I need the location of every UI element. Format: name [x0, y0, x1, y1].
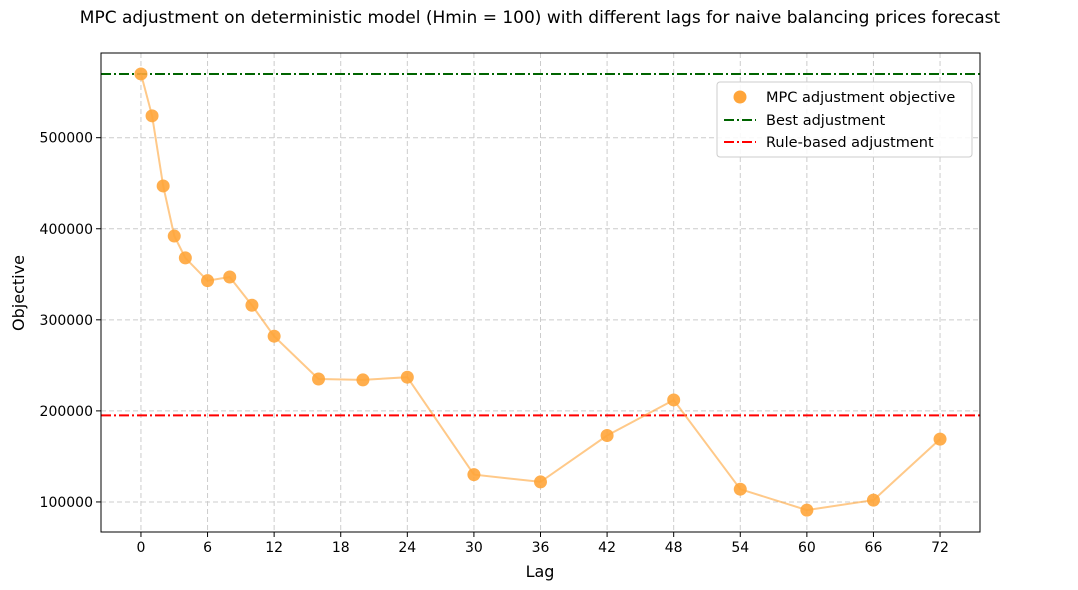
data-point	[400, 370, 414, 384]
legend-box	[716, 81, 973, 158]
x-tick-label: 6	[203, 540, 212, 556]
legend-label-mpc: MPC adjustment objective	[766, 90, 955, 106]
data-point	[356, 373, 370, 387]
legend-label-best: Best adjustment	[766, 113, 886, 129]
data-point	[933, 432, 947, 446]
data-point	[667, 393, 681, 407]
y-tick-label: 400000	[40, 222, 93, 238]
x-tick-label: 60	[798, 540, 816, 556]
data-point	[223, 270, 237, 284]
legend-entry-best: Best adjustment	[724, 113, 886, 129]
data-point	[733, 482, 747, 496]
data-point	[800, 503, 814, 517]
x-tick-label: 48	[665, 540, 683, 556]
y-tick-label: 500000	[40, 131, 93, 147]
x-tick-label: 66	[865, 540, 883, 556]
x-tick-label: 12	[265, 540, 283, 556]
data-point	[467, 468, 481, 482]
data-point	[156, 179, 170, 193]
y-axis: 100000 200000 300000 400000 500000	[40, 131, 101, 511]
data-point	[178, 251, 192, 265]
reference-lines	[101, 72, 980, 417]
x-tick-label: 30	[465, 540, 483, 556]
data-point	[201, 274, 215, 288]
data-point	[134, 67, 148, 81]
legend-entry-mpc: MPC adjustment objective	[733, 90, 955, 106]
chart-title: MPC adjustment on deterministic model (H…	[80, 8, 1001, 28]
data-point	[866, 493, 880, 507]
data-point	[312, 372, 326, 386]
legend-label-rule-based: Rule-based adjustment	[766, 135, 934, 151]
x-axis-label: Lag	[526, 562, 555, 581]
legend-marker-mpc	[733, 90, 747, 104]
y-axis-label: Objective	[9, 255, 28, 331]
x-tick-label: 72	[931, 540, 949, 556]
data-point	[267, 329, 281, 343]
legend: MPC adjustment objective Best adjustment…	[716, 81, 973, 158]
x-tick-label: 24	[398, 540, 416, 556]
y-tick-label: 100000	[40, 495, 93, 511]
data-point	[245, 298, 259, 312]
x-tick-label: 36	[532, 540, 550, 556]
data-point	[600, 428, 614, 442]
x-tick-label: 0	[136, 540, 145, 556]
series-layer	[134, 67, 947, 517]
legend-entry-rule-based: Rule-based adjustment	[724, 135, 934, 151]
data-point	[167, 229, 181, 243]
x-axis: 0 6 12 18 24 30 36 42 48 54 60 66 72	[136, 532, 949, 556]
data-point	[145, 109, 159, 123]
x-tick-label: 18	[332, 540, 350, 556]
y-tick-label: 300000	[40, 313, 93, 329]
data-point	[534, 475, 547, 489]
x-tick-label: 54	[731, 540, 749, 556]
x-tick-label: 42	[598, 540, 616, 556]
y-tick-label: 200000	[40, 404, 93, 420]
